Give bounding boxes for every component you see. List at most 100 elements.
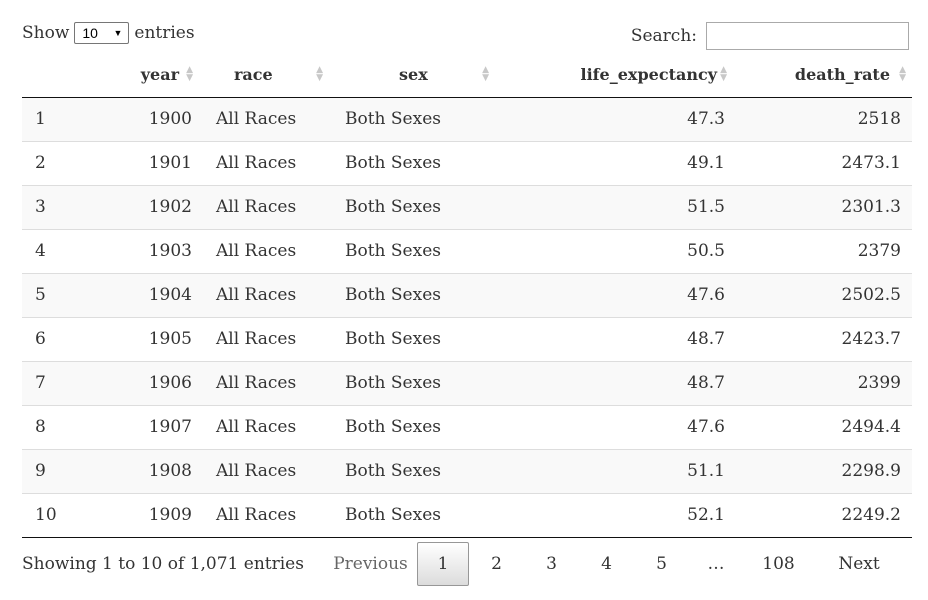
row-index-cell: 10	[22, 492, 93, 538]
table-row: 8 1907 All Races Both Sexes 47.6 2494.4	[22, 404, 912, 449]
page-button-4[interactable]: 4	[601, 554, 612, 574]
year-cell: 1904	[93, 272, 193, 317]
page-button-5[interactable]: 5	[656, 554, 667, 574]
year-cell: 1905	[93, 316, 193, 361]
race-cell: All Races	[193, 360, 323, 405]
life-expectancy-cell: 47.3	[687, 109, 725, 129]
page-button-3[interactable]: 3	[546, 554, 557, 574]
death-rate-cell: 2399	[727, 360, 912, 405]
next-page-button[interactable]: Next	[838, 554, 880, 574]
death-rate-cell: 2379	[727, 228, 912, 273]
sort-icon: ▲ ▼	[482, 65, 489, 83]
life-expectancy-cell: 48.7	[489, 360, 727, 405]
table-row: 5 1904 All Races Both Sexes 47.6 2502.5	[22, 272, 912, 317]
row-index-cell: 8	[22, 404, 93, 449]
death-rate-cell: 2473.1	[727, 140, 912, 185]
entries-per-page-value: 10	[82, 25, 98, 41]
life-expectancy-cell: 49.1	[489, 140, 727, 185]
data-table: year ▲ ▼ race ▲ ▼ sex ▲ ▼ life_expectancy ▲…	[22, 53, 912, 538]
year-cell: 1903	[93, 228, 193, 273]
column-header-label: death_rate	[794, 65, 890, 85]
year-cell: 1902	[93, 184, 193, 229]
race-cell: All Races	[193, 404, 323, 449]
column-header-year[interactable]: year ▲ ▼	[93, 53, 193, 98]
row-index-cell: 2	[22, 140, 93, 185]
sex-cell: Both Sexes	[323, 316, 489, 361]
search-label: Search:	[630, 26, 697, 46]
row-index-cell: 3	[22, 184, 93, 229]
row-index-cell: 7	[22, 360, 93, 405]
sex-cell: Both Sexes	[323, 140, 489, 185]
row-index-cell: 9	[22, 448, 93, 493]
race-cell: All Races	[193, 316, 323, 361]
sex-cell: Both Sexes	[323, 360, 489, 405]
death-rate-cell: 2518	[857, 109, 901, 129]
table-controls: Show 10 ▼ entries Search:	[22, 20, 909, 50]
death-rate-cell: 2494.4	[727, 404, 912, 449]
entries-per-page-select[interactable]: 10 ▼	[74, 22, 130, 44]
year-cell: 1907	[93, 404, 193, 449]
sort-icon: ▲ ▼	[899, 65, 906, 83]
race-cell: All Races	[216, 109, 297, 129]
life-expectancy-cell: 48.7	[489, 316, 727, 361]
race-cell: All Races	[193, 184, 323, 229]
sex-cell: Both Sexes	[323, 228, 489, 273]
column-header-sex[interactable]: sex ▲ ▼	[323, 53, 489, 98]
entries-info: Showing 1 to 10 of 1,071 entries	[22, 554, 304, 574]
table-row: 6 1905 All Races Both Sexes 48.7 2423.7	[22, 316, 912, 361]
sex-cell: Both Sexes	[323, 492, 489, 538]
search-control: Search:	[631, 22, 909, 50]
show-label: Show	[22, 23, 70, 43]
page-button-2[interactable]: 2	[491, 554, 502, 574]
sex-cell: Both Sexes	[323, 184, 489, 229]
page-ellipsis: …	[707, 554, 725, 574]
year-cell: 1900	[148, 109, 192, 129]
previous-page-button[interactable]: Previous	[333, 554, 408, 574]
table-footer: Showing 1 to 10 of 1,071 entries Previou…	[22, 541, 909, 589]
sort-icon: ▲ ▼	[720, 65, 727, 83]
column-header-death-rate[interactable]: death_rate ▲ ▼	[727, 53, 912, 98]
table-row: 2 1901 All Races Both Sexes 49.1 2473.1	[22, 140, 912, 185]
page-button-1[interactable]: 1	[417, 542, 469, 586]
pagination: Previous 1 2 3 4 5 … 108 Next	[324, 542, 904, 586]
column-header-label: race	[234, 65, 273, 85]
sex-cell: Both Sexes	[323, 404, 489, 449]
life-expectancy-cell: 47.6	[489, 272, 727, 317]
year-cell: 1906	[93, 360, 193, 405]
column-header-label: life_expectancy	[580, 65, 717, 85]
race-cell: All Races	[193, 272, 323, 317]
year-cell: 1901	[93, 140, 193, 185]
chevron-down-icon: ▼	[113, 28, 123, 38]
death-rate-cell: 2298.9	[727, 448, 912, 493]
race-cell: All Races	[193, 448, 323, 493]
header-row-index	[22, 53, 93, 98]
table-row: 7 1906 All Races Both Sexes 48.7 2399	[22, 360, 912, 405]
life-expectancy-cell: 47.6	[489, 404, 727, 449]
sex-cell: Both Sexes	[323, 448, 489, 493]
entries-label: entries	[134, 23, 195, 43]
table-row: 1 1900 All Races Both Sexes 47.3 2518	[22, 97, 912, 141]
death-rate-cell: 2249.2	[727, 492, 912, 538]
search-input[interactable]	[706, 22, 909, 50]
column-header-race[interactable]: race ▲ ▼	[193, 53, 323, 98]
column-header-label: sex	[399, 65, 428, 85]
sort-icon: ▲ ▼	[186, 65, 193, 83]
race-cell: All Races	[193, 492, 323, 538]
sort-icon: ▲ ▼	[316, 65, 323, 83]
row-index-cell: 5	[22, 272, 93, 317]
table-row: 3 1902 All Races Both Sexes 51.5 2301.3	[22, 184, 912, 229]
entries-length-control: Show 10 ▼ entries	[22, 22, 195, 44]
sex-cell: Both Sexes	[345, 109, 441, 129]
table-header-row: year ▲ ▼ race ▲ ▼ sex ▲ ▼ life_expectancy ▲…	[22, 53, 912, 98]
death-rate-cell: 2301.3	[727, 184, 912, 229]
page-button-last[interactable]: 108	[762, 554, 795, 574]
death-rate-cell: 2423.7	[727, 316, 912, 361]
life-expectancy-cell: 51.1	[489, 448, 727, 493]
table-row: 4 1903 All Races Both Sexes 50.5 2379	[22, 228, 912, 273]
column-header-life-expectancy[interactable]: life_expectancy ▲ ▼	[489, 53, 727, 98]
sex-cell: Both Sexes	[323, 272, 489, 317]
row-index-cell: 6	[22, 316, 93, 361]
race-cell: All Races	[193, 228, 323, 273]
table-row: 9 1908 All Races Both Sexes 51.1 2298.9	[22, 448, 912, 493]
life-expectancy-cell: 50.5	[489, 228, 727, 273]
